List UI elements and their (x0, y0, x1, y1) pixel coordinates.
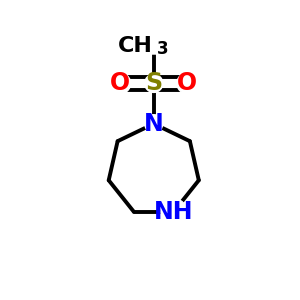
Circle shape (110, 73, 130, 94)
Circle shape (178, 74, 196, 92)
Circle shape (145, 115, 163, 133)
Circle shape (145, 74, 163, 92)
Text: CH: CH (118, 36, 153, 56)
Circle shape (111, 74, 129, 92)
Circle shape (161, 199, 187, 224)
FancyBboxPatch shape (136, 39, 162, 54)
Circle shape (145, 75, 162, 92)
Text: NH: NH (154, 200, 194, 224)
Circle shape (177, 73, 198, 94)
Text: O: O (110, 71, 130, 95)
Text: N: N (144, 112, 164, 136)
Text: 3: 3 (157, 40, 168, 58)
Text: O: O (177, 71, 197, 95)
Text: S: S (145, 71, 162, 95)
Circle shape (165, 202, 183, 221)
